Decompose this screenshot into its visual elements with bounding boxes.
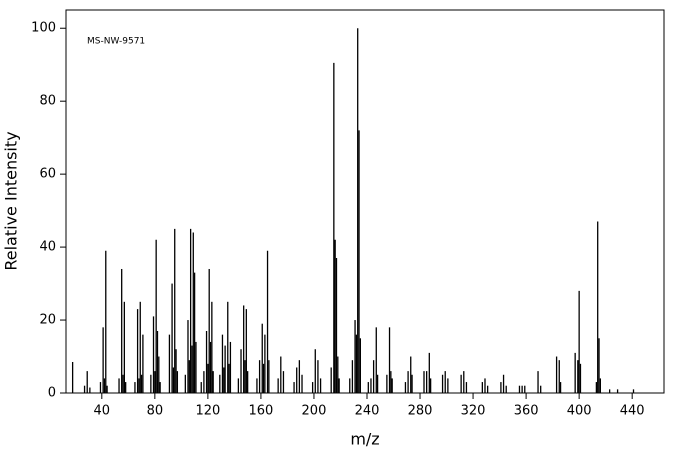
x-tick-label: 160: [248, 404, 273, 419]
x-tick-label: 360: [514, 404, 539, 419]
y-tick-label: 100: [31, 21, 56, 36]
y-tick-label: 60: [39, 167, 56, 182]
x-tick-label: 120: [195, 404, 220, 419]
x-tick-label: 200: [302, 404, 327, 419]
x-tick-label: 440: [620, 404, 645, 419]
plot-frame: [65, 9, 665, 394]
annotation: MS-NW-9571: [87, 37, 145, 47]
y-tick-label: 20: [39, 313, 56, 328]
x-tick-label: 400: [567, 404, 592, 419]
y-axis-label: Relative Intensity: [2, 131, 21, 270]
y-tick-label: 40: [39, 240, 56, 255]
y-tick-label: 0: [48, 386, 56, 401]
x-axis-label: m/z: [350, 430, 379, 449]
x-tick-label: 40: [94, 404, 111, 419]
x-tick-label: 240: [355, 404, 380, 419]
x-tick-label: 80: [147, 404, 164, 419]
x-tick-label: 320: [461, 404, 486, 419]
x-tick-label: 280: [408, 404, 433, 419]
y-tick-label: 80: [39, 94, 56, 109]
